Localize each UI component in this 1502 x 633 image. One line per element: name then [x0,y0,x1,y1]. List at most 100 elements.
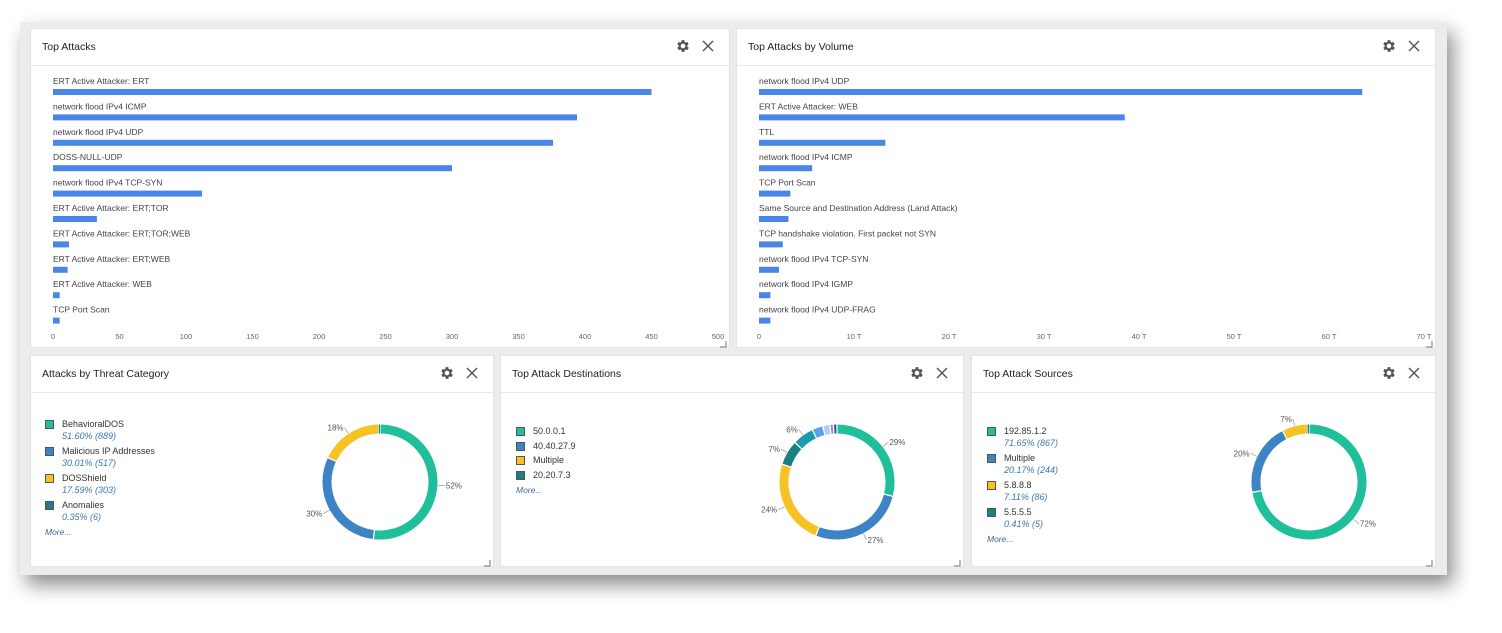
donut-slice [816,494,893,540]
category-label: TCP Port Scan [759,178,816,188]
legend-swatch [987,508,996,517]
widget-title: Top Attacks by Volume [748,41,854,53]
gear-icon[interactable] [1381,38,1397,54]
legend-label: 5.5.5.5 [1004,507,1032,517]
category-label: network flood IPv4 UDP-FRAG [759,305,876,315]
close-icon[interactable] [464,365,480,381]
widget-header: Top Attacks by Volume [737,29,1435,66]
category-label: ERT Active Attacker: WEB [759,101,858,111]
bar [53,317,60,324]
more-link[interactable]: More... [987,534,1014,544]
close-icon[interactable] [1406,38,1422,54]
legend-label: 192.85.1.2 [1004,426,1047,436]
legend-value: 7.11% (86) [1004,492,1048,502]
x-tick-label: 0 [51,332,55,341]
legend-swatch [45,501,54,510]
destinations-donut: 29% 27% 24% 7% 6% [761,424,905,545]
resize-handle-icon[interactable] [1423,554,1433,567]
gear-icon[interactable] [1381,365,1397,381]
close-icon[interactable] [934,365,950,381]
top-attacks-volume-chart: network flood IPv4 UDP ERT Active Attacke… [757,76,1432,341]
legend-label: 40.40.27.9 [533,440,576,451]
bar [53,139,554,146]
widget-header: Top Attack Destinations [501,356,963,393]
donut-slice [779,464,819,536]
x-tick-label: 60 T [1322,332,1337,341]
category-label: network flood IPv4 TCP-SYN [759,254,868,264]
category-label: network flood IPv4 ICMP [53,101,147,111]
bar [53,89,652,95]
close-icon[interactable] [1406,365,1422,381]
donut-slice [782,443,802,467]
label-leader [863,533,867,541]
more-link[interactable]: More... [45,527,72,537]
slice-label: 27% [868,536,884,545]
x-tick-label: 400 [579,332,592,341]
slice-label: 6% [786,425,798,434]
widget-header: Top Attacks [31,29,729,66]
resize-handle-icon[interactable] [481,554,491,567]
category-label: ERT Active Attacker: ERT;TOR [53,203,169,213]
widget-header: Top Attack Sources [972,356,1435,393]
legend-label: Malicious IP Addresses [62,446,155,456]
widget-title: Top Attacks [42,41,96,53]
widget-header: Attacks by Threat Category [31,356,493,393]
legend-value: 51.60% (889) [62,431,117,441]
donut-slice [1283,424,1308,439]
bar [53,216,97,222]
x-tick-label: 150 [246,332,259,341]
bar [759,190,791,197]
legend-value: 20.17% (244) [1004,465,1059,475]
legend-swatch [45,447,54,456]
category-label: network flood IPv4 IGMP [759,279,853,289]
x-tick-label: 10 T [847,332,862,341]
slice-label: 20% [1234,449,1250,458]
resize-handle-icon[interactable] [1423,335,1433,348]
more-link[interactable]: More... [516,485,543,495]
gear-icon[interactable] [909,365,925,381]
legend-swatch [516,470,525,480]
x-tick-label: 450 [645,332,658,341]
label-leader [798,429,804,436]
label-leader [1353,518,1360,524]
category-label: ERT Active Attacker: ERT;TOR;WEB [53,228,191,238]
top-attacks-chart: ERT Active Attacker: ERT network flood IP… [51,76,724,341]
label-leader [780,448,788,453]
x-tick-label: 40 T [1132,332,1147,341]
x-tick-label: 20 T [942,332,957,341]
legend-value: 30.01% (517) [62,458,117,468]
donut-slice [795,430,816,449]
donut-slice [328,424,379,462]
category-label: network flood IPv4 UDP [759,76,850,86]
legend-label: 20.20.7.3 [533,469,571,480]
legend-label: Multiple [1004,453,1036,463]
label-leader [1250,452,1258,457]
slice-label: 18% [328,424,344,433]
widget-attack-destinations: Top Attack Destinations 50.0.0.1 40.40.27… [500,355,964,567]
widget-threat-category: Attacks by Threat Category BehavioralDOS… [30,355,494,567]
x-tick-label: 250 [379,332,392,341]
label-leader [1292,418,1295,426]
x-tick-label: 200 [313,332,326,341]
close-icon[interactable] [700,38,716,54]
bar [759,266,779,273]
donut-slice [322,458,374,540]
legend-swatch [987,481,996,490]
legend-label: Multiple [533,455,565,465]
category-label: TTL [759,127,774,137]
bar [53,165,452,172]
resize-handle-icon[interactable] [717,335,727,348]
donut-slice [813,426,825,438]
legend-label: Anomalies [62,500,105,510]
gear-icon[interactable] [675,38,691,54]
x-tick-label: 350 [512,332,525,341]
bar [759,139,886,146]
legend-swatch [45,420,54,429]
label-leader [882,441,889,447]
gear-icon[interactable] [439,365,455,381]
x-tick-label: 300 [446,332,459,341]
slice-label: 72% [1360,520,1376,529]
x-tick-label: 0 [757,332,761,341]
resize-handle-icon[interactable] [951,554,961,567]
bar [759,292,771,299]
